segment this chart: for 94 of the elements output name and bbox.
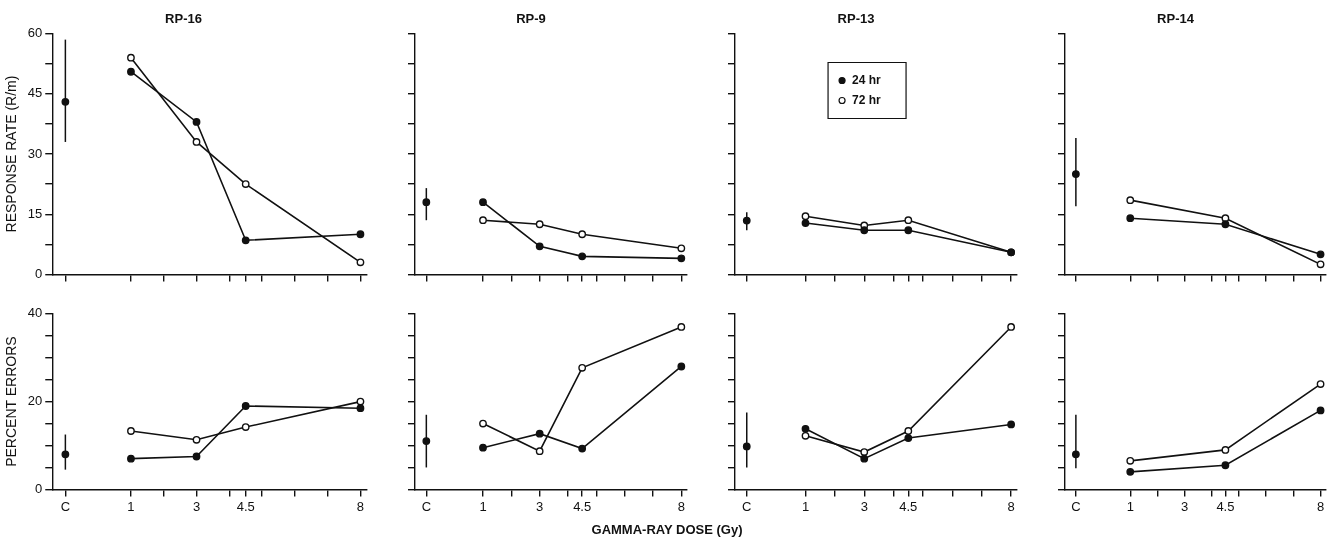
point bbox=[535, 242, 544, 251]
x-tick-label: C bbox=[60, 498, 71, 514]
x-tick-label: 8 bbox=[1316, 498, 1325, 514]
x-tick-label: 1 bbox=[127, 498, 135, 514]
point bbox=[241, 402, 250, 410]
x-tick-label: C bbox=[421, 498, 432, 514]
point bbox=[1316, 260, 1325, 269]
x-tick-label: 8 bbox=[356, 498, 365, 514]
x-tick-label: 8 bbox=[677, 498, 685, 514]
point bbox=[192, 138, 201, 146]
point bbox=[1221, 445, 1230, 454]
point bbox=[1316, 406, 1325, 415]
point bbox=[677, 254, 686, 263]
x-tick-label: 4.5 bbox=[573, 498, 592, 514]
chart-title: RP-9 bbox=[516, 11, 546, 27]
point bbox=[535, 447, 544, 456]
point bbox=[356, 404, 365, 413]
point bbox=[356, 230, 365, 239]
x-tick-label: 3 bbox=[536, 498, 544, 514]
point bbox=[904, 216, 913, 225]
point bbox=[578, 230, 587, 239]
y-tick-label: 0 bbox=[35, 265, 43, 281]
y-tick-label: 45 bbox=[27, 85, 43, 101]
point bbox=[677, 362, 686, 371]
point bbox=[1007, 420, 1016, 429]
x-tick-label: 3 bbox=[192, 498, 201, 514]
x-tick-label: 4.5 bbox=[236, 498, 255, 514]
point bbox=[1126, 456, 1135, 465]
x-tick-label: 3 bbox=[860, 498, 868, 514]
chart-title: RP-14 bbox=[1157, 11, 1195, 27]
point bbox=[801, 212, 810, 221]
point bbox=[904, 434, 913, 442]
point bbox=[1316, 380, 1325, 388]
y-tick-label: 30 bbox=[27, 145, 43, 161]
legend-label: 72 hr bbox=[852, 92, 882, 107]
x-tick-label: 3 bbox=[1181, 498, 1189, 514]
point bbox=[127, 53, 135, 62]
point bbox=[241, 180, 250, 188]
point bbox=[479, 216, 487, 225]
point bbox=[1007, 323, 1016, 331]
point bbox=[1221, 220, 1230, 229]
y-tick-label: 20 bbox=[27, 393, 43, 409]
point bbox=[860, 454, 869, 463]
point bbox=[127, 67, 135, 76]
point bbox=[479, 443, 487, 452]
point bbox=[801, 431, 810, 440]
point bbox=[356, 258, 365, 267]
point bbox=[1126, 196, 1135, 205]
chart-title: RP-13 bbox=[837, 11, 875, 27]
point bbox=[127, 454, 135, 463]
point bbox=[479, 419, 487, 428]
point bbox=[1126, 467, 1135, 476]
point bbox=[1221, 461, 1230, 470]
point bbox=[904, 427, 913, 435]
point bbox=[192, 435, 201, 444]
point bbox=[422, 198, 431, 207]
point bbox=[801, 219, 810, 227]
point bbox=[192, 117, 201, 126]
point bbox=[356, 397, 365, 406]
y-axis-title: PERCENT ERRORS bbox=[3, 336, 20, 467]
point bbox=[860, 226, 869, 235]
point bbox=[479, 198, 487, 207]
y-tick-label: 40 bbox=[27, 305, 43, 321]
point bbox=[578, 444, 587, 453]
point bbox=[677, 323, 686, 331]
chart-title: RP-16 bbox=[165, 11, 202, 27]
point bbox=[578, 252, 587, 261]
point bbox=[241, 236, 250, 245]
x-tick-label: 4.5 bbox=[1216, 498, 1235, 514]
point bbox=[578, 363, 587, 372]
point bbox=[192, 452, 201, 461]
point bbox=[1126, 214, 1135, 223]
x-axis-title: GAMMA-RAY DOSE (Gy) bbox=[590, 522, 744, 537]
point bbox=[860, 448, 869, 456]
point bbox=[1316, 250, 1325, 259]
point bbox=[535, 220, 544, 229]
y-axis-title: RESPONSE RATE (R/m) bbox=[3, 75, 20, 233]
point bbox=[127, 427, 135, 435]
x-tick-label: C bbox=[1071, 498, 1081, 514]
x-tick-label: C bbox=[742, 498, 752, 514]
x-tick-label: 1 bbox=[479, 498, 487, 514]
legend-label: 24 hr bbox=[852, 72, 882, 87]
y-tick-label: 60 bbox=[27, 25, 43, 41]
point bbox=[241, 423, 250, 431]
point bbox=[801, 424, 810, 433]
x-tick-label: 1 bbox=[801, 498, 810, 514]
point bbox=[904, 226, 913, 235]
y-tick-label: 15 bbox=[27, 205, 43, 221]
x-tick-label: 4.5 bbox=[899, 498, 918, 514]
point bbox=[535, 429, 544, 438]
point bbox=[677, 244, 686, 253]
x-tick-label: 1 bbox=[1126, 498, 1134, 514]
y-tick-label: 0 bbox=[35, 480, 43, 496]
x-tick-label: 8 bbox=[1007, 498, 1015, 514]
